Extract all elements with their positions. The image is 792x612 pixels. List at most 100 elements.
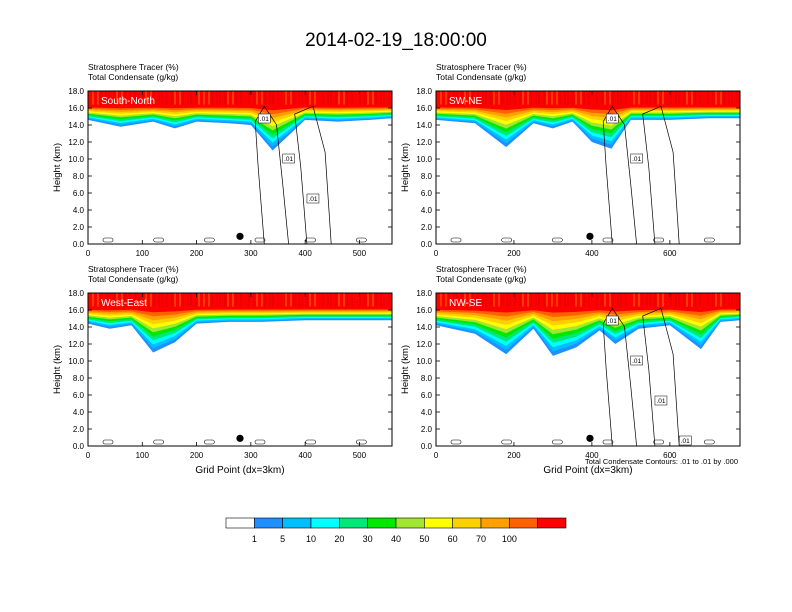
y-tick-label: 18.0 bbox=[416, 87, 432, 96]
y-tick-label: 2.0 bbox=[421, 425, 433, 434]
colorbar-swatch bbox=[395, 517, 425, 529]
y-tick-label: 6.0 bbox=[421, 189, 433, 198]
contour-label-box bbox=[606, 315, 619, 326]
colorbar-swatch bbox=[282, 517, 312, 529]
condensate-contour bbox=[204, 237, 215, 243]
colorbar-swatch bbox=[339, 517, 368, 529]
y-tick-label: 14.0 bbox=[416, 323, 432, 332]
plot-frame bbox=[87, 292, 393, 447]
condensate-contour bbox=[450, 439, 462, 445]
contour-label-box bbox=[630, 355, 643, 366]
condensate-contour bbox=[254, 237, 266, 243]
panel-subtitle-tracer: Stratosphere Tracer (%) bbox=[88, 264, 179, 274]
contour-label: .01 bbox=[608, 116, 617, 123]
y-tick-label: 14.0 bbox=[68, 121, 84, 130]
condensate-contour bbox=[552, 237, 563, 243]
contour-label-box bbox=[282, 153, 295, 164]
colorbar-swatches bbox=[225, 517, 567, 529]
y-axis-label: Height (km) bbox=[400, 345, 411, 394]
plot-area bbox=[88, 293, 392, 445]
y-tick-label: 0.0 bbox=[421, 442, 433, 451]
contour-label-box bbox=[306, 193, 320, 204]
y-tick-label: 6.0 bbox=[421, 391, 433, 400]
colorbar-level-label: 60 bbox=[448, 534, 458, 544]
contour-label: .01 bbox=[656, 398, 665, 405]
y-tick-label: 0.0 bbox=[73, 442, 85, 451]
tracer-top-band bbox=[88, 293, 392, 309]
condensate-contour bbox=[552, 439, 563, 445]
x-tick-label: 200 bbox=[190, 249, 204, 258]
x-tick-label: 600 bbox=[663, 249, 677, 258]
x-tick-label: 600 bbox=[663, 451, 677, 460]
y-tick-label: 2.0 bbox=[421, 223, 433, 232]
x-tick-label: 400 bbox=[585, 249, 599, 258]
colorbar-swatch bbox=[225, 517, 255, 529]
colorbar-level-label: 70 bbox=[476, 534, 486, 544]
y-axis-label: Height (km) bbox=[400, 143, 411, 192]
condensate-contour bbox=[653, 237, 664, 243]
condensate-contour bbox=[450, 237, 462, 243]
x-tick-label: 200 bbox=[507, 249, 521, 258]
tracer-top-band bbox=[436, 91, 740, 107]
plot-area: .01 .01 bbox=[436, 91, 740, 244]
panel-label: South-North bbox=[101, 96, 155, 107]
y-tick-label: 6.0 bbox=[73, 391, 85, 400]
y-axis-label: Height (km) bbox=[52, 345, 63, 394]
plot-area: .01 .01 .01 .01 bbox=[436, 293, 740, 446]
plot-frame bbox=[87, 90, 393, 245]
x-tick-label: 0 bbox=[434, 249, 439, 258]
location-marker bbox=[586, 232, 594, 240]
panel-label: West-East bbox=[101, 298, 147, 309]
condensate-contour bbox=[305, 237, 316, 243]
colorbar-level-label: 50 bbox=[419, 534, 429, 544]
y-axis-label: Height (km) bbox=[52, 143, 63, 192]
condensate-contour bbox=[356, 237, 367, 243]
colorbar-level-label: 10 bbox=[306, 534, 316, 544]
condensate-contour bbox=[153, 439, 164, 445]
y-tick-label: 18.0 bbox=[416, 289, 432, 298]
figure-title: 2014-02-19_18:00:00 bbox=[305, 30, 487, 51]
y-tick-label: 10.0 bbox=[416, 357, 432, 366]
y-tick-label: 18.0 bbox=[68, 289, 84, 298]
condensate-contour bbox=[254, 105, 289, 244]
panel-subtitle-tracer: Stratosphere Tracer (%) bbox=[436, 62, 527, 72]
x-tick-label: 500 bbox=[353, 451, 367, 460]
panel-label: SW-NE bbox=[449, 96, 482, 107]
condensate-contour bbox=[602, 307, 637, 446]
x-tick-label: 0 bbox=[86, 451, 91, 460]
colorbar-level-label: 40 bbox=[391, 534, 401, 544]
y-tick-label: 8.0 bbox=[73, 374, 85, 383]
colorbar-swatch bbox=[424, 517, 453, 529]
condensate-contour bbox=[602, 105, 637, 244]
colorbar-swatch bbox=[310, 517, 340, 529]
condensate-contour bbox=[501, 237, 512, 243]
colorbar-swatch bbox=[452, 517, 482, 529]
contour-label-box bbox=[630, 153, 643, 164]
condensate-contour bbox=[602, 439, 614, 445]
tracer-top-band bbox=[88, 91, 392, 107]
colorbar-swatch bbox=[509, 517, 538, 529]
panel-subtitle-condensate: Total Condensate (g/kg) bbox=[436, 274, 526, 284]
contour-label-box bbox=[679, 435, 692, 446]
colorbar-labels: 1 5 10 20 30 40 50 60 70 100 bbox=[252, 534, 517, 544]
y-tick-label: 10.0 bbox=[68, 357, 84, 366]
colorbar-level-label: 100 bbox=[502, 534, 517, 544]
condensate-contour bbox=[153, 237, 164, 243]
y-tick-label: 12.0 bbox=[416, 138, 432, 147]
condensate-contour bbox=[501, 439, 512, 445]
contour-label: .01 bbox=[681, 438, 690, 445]
panel-subtitle-condensate: Total Condensate (g/kg) bbox=[88, 72, 178, 82]
contour-label: .01 bbox=[260, 116, 269, 123]
colorbar-level-label: 5 bbox=[280, 534, 285, 544]
y-tick-label: 10.0 bbox=[416, 155, 432, 164]
y-tick-label: 4.0 bbox=[421, 408, 433, 417]
colorbar-level-label: 20 bbox=[334, 534, 344, 544]
y-tick-label: 16.0 bbox=[416, 306, 432, 315]
panel-subtitle-condensate: Total Condensate (g/kg) bbox=[436, 72, 526, 82]
y-tick-label: 14.0 bbox=[416, 121, 432, 130]
condensate-contour bbox=[602, 237, 614, 243]
x-tick-label: 0 bbox=[434, 451, 439, 460]
condensate-contour bbox=[653, 439, 664, 445]
condensate-contour bbox=[356, 439, 367, 445]
